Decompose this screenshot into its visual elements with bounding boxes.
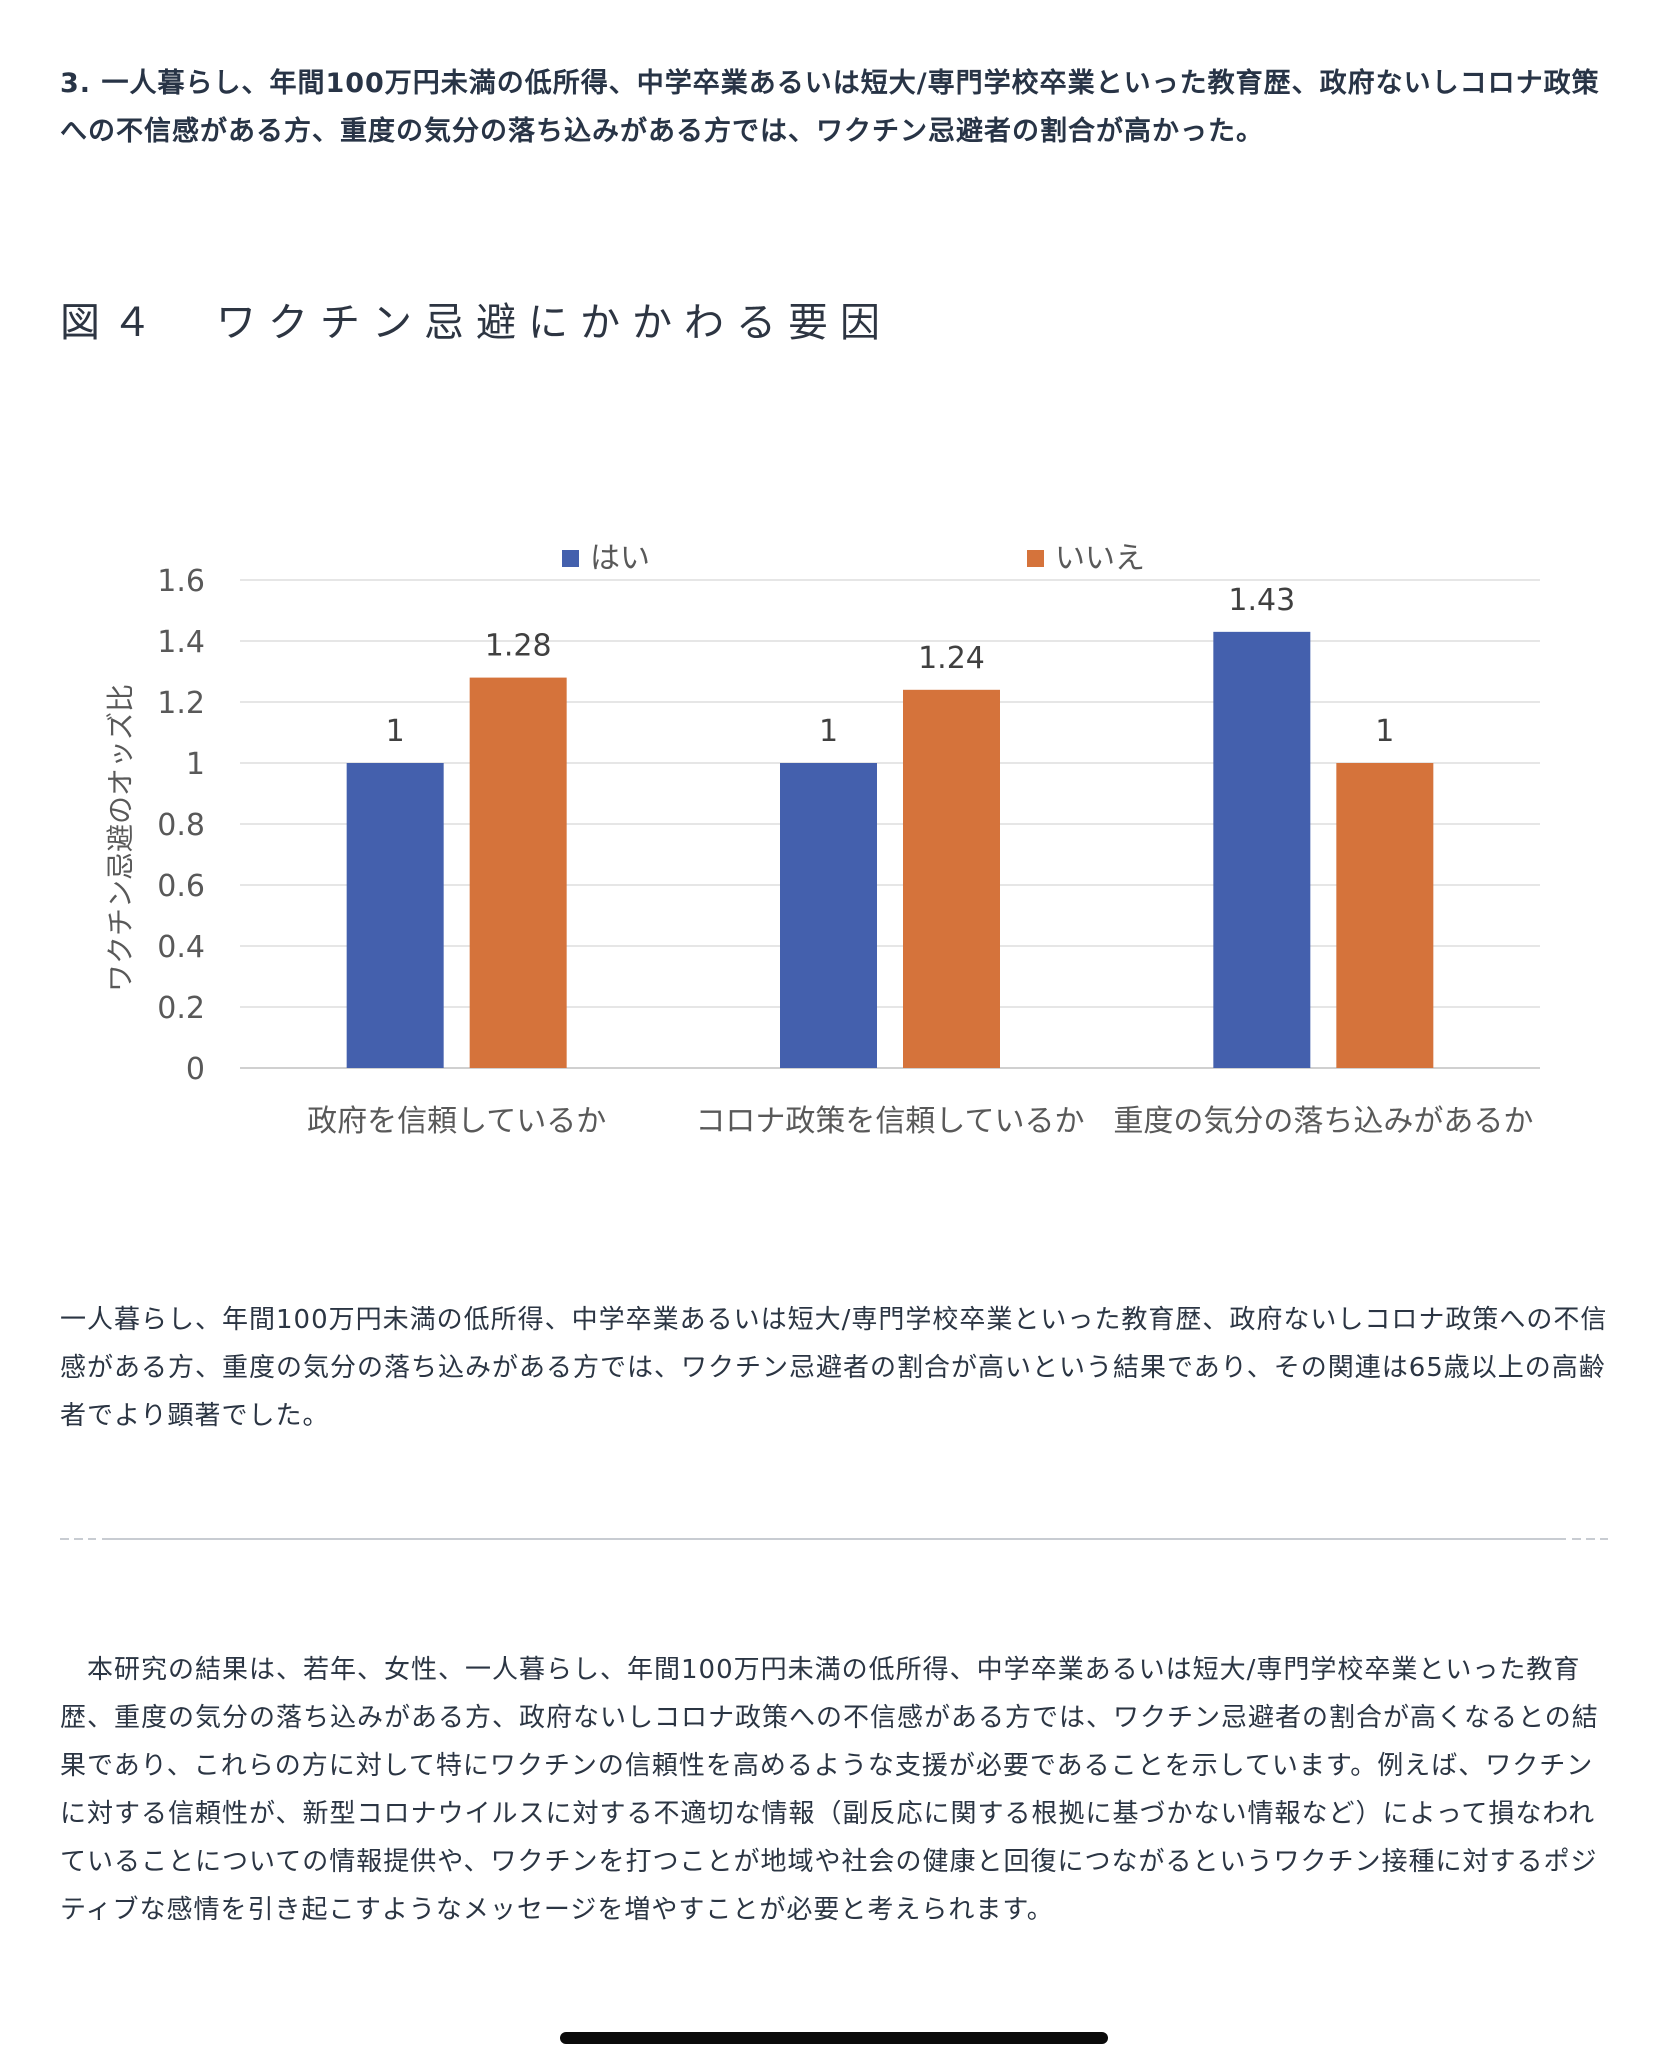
home-indicator-bar[interactable]: [560, 2032, 1108, 2044]
y-tick-label: 1.2: [157, 686, 205, 721]
chart-gridlines: [240, 579, 1540, 1069]
chart-bars: [346, 631, 1434, 1068]
legend-swatch: [1027, 550, 1044, 567]
bar-yes: [1213, 631, 1311, 1068]
odds-ratio-bar-chart: 0 0.2 0.4 0.6 0.8 1 1.2 1.4 1.6 1 1.28 1 1.24 1.431 …: [104, 541, 1540, 1139]
x-category-label: 重度の気分の落ち込みがあるか: [1113, 1104, 1533, 1139]
x-category-label: コロナ政策を信頼しているか: [695, 1104, 1084, 1139]
x-axis-categories: 政府を信頼しているか コロナ政策を信頼しているか 重度の気分の落ち込みがあるか: [307, 1104, 1533, 1139]
chart-data-labels: 1 1.28 1 1.24 1.43 1: [386, 583, 1395, 749]
divider-dash-left: [60, 1538, 96, 1540]
legend-label: いいえ: [1055, 541, 1145, 576]
y-tick-label: 0.2: [157, 991, 205, 1026]
data-label: 1: [1375, 714, 1394, 749]
bar-no: [1336, 763, 1434, 1068]
bar-yes: [346, 763, 444, 1068]
y-tick-label: 1: [186, 747, 205, 782]
bar-no: [469, 677, 567, 1068]
chart-legend: はい いいえ: [562, 541, 1145, 576]
data-label: 1.24: [918, 641, 985, 676]
result-paragraph: 一人暮らし、年間100万円未満の低所得、中学卒業あるいは短大/専門学校卒業といっ…: [60, 1305, 1608, 1431]
y-axis-ticks: 0 0.2 0.4 0.6 0.8 1 1.2 1.4 1.6: [157, 564, 205, 1087]
figure-title: 図４ ワクチン忌避にかかわる要因: [60, 300, 892, 346]
y-tick-label: 0.8: [157, 808, 205, 843]
y-tick-label: 1.4: [157, 625, 205, 660]
data-label: 1: [819, 714, 838, 749]
legend-label: はい: [590, 541, 650, 576]
y-axis-label: ワクチン忌避のオッズ比: [104, 684, 137, 992]
section-divider: [60, 1538, 1608, 1540]
conclusion-paragraph: 本研究の結果は、若年、女性、一人暮らし、年間100万円未満の低所得、中学卒業ある…: [60, 1655, 1599, 1925]
data-label: 1: [386, 714, 405, 749]
bar-yes: [780, 763, 877, 1068]
data-label: 1.43: [1228, 583, 1295, 618]
y-tick-label: 1.6: [157, 564, 205, 599]
legend-swatch: [562, 550, 579, 567]
divider-line: [102, 1538, 1566, 1540]
y-tick-label: 0.6: [157, 869, 205, 904]
divider-dash-right: [1572, 1538, 1608, 1540]
bar-no: [903, 689, 1000, 1068]
data-label: 1.28: [485, 629, 552, 664]
y-tick-label: 0: [186, 1052, 205, 1087]
x-category-label: 政府を信頼しているか: [307, 1104, 606, 1139]
y-tick-label: 0.4: [157, 930, 205, 965]
lead-summary-text: 3. 一人暮らし、年間100万円未満の低所得、中学卒業あるいは短大/専門学校卒業…: [60, 68, 1600, 147]
